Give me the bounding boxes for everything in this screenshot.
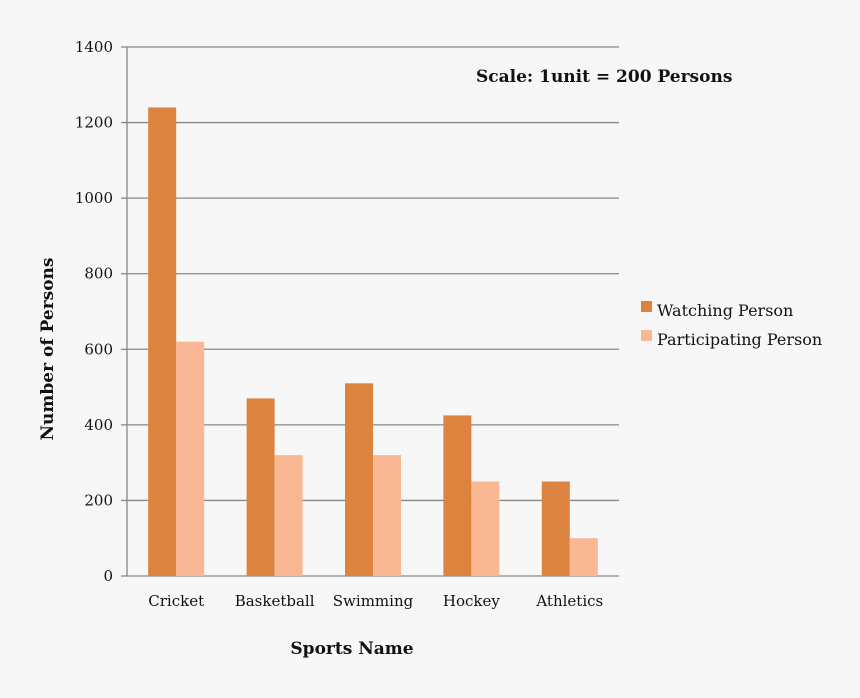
bar-basketball-watching (246, 398, 275, 576)
y-tick-label: 200 (84, 491, 113, 509)
legend-swatch (641, 330, 652, 341)
y-tick-label: 0 (103, 567, 113, 585)
scale-annotation: Scale: 1unit = 200 Persons (476, 67, 732, 87)
x-tick-label: Athletics (535, 592, 603, 610)
bar-cricket-watching (148, 107, 177, 576)
y-tick-label: 1400 (75, 38, 113, 56)
x-axis-label: Sports Name (290, 639, 413, 659)
legend-swatch (641, 301, 652, 312)
y-tick-label: 600 (84, 340, 113, 358)
bar-hockey-participating (471, 481, 500, 576)
y-axis-label: Number of Persons (38, 258, 58, 441)
y-tick-label: 400 (84, 416, 113, 434)
bar-athletics-watching (541, 481, 570, 576)
y-tick-label: 800 (84, 265, 113, 283)
y-tick-label: 1000 (75, 189, 113, 207)
bar-hockey-watching (443, 415, 472, 576)
x-tick-label: Cricket (148, 592, 204, 610)
legend-label: Watching Person (657, 301, 793, 320)
bar-basketball-participating (274, 455, 303, 576)
bar-swimming-participating (373, 455, 401, 576)
y-tick-label: 1200 (75, 114, 113, 132)
bar-athletics-participating (569, 538, 598, 576)
bar-cricket-participating (176, 341, 205, 576)
x-tick-label: Swimming (333, 592, 414, 610)
x-tick-label: Basketball (235, 592, 315, 610)
legend-label: Participating Person (657, 330, 822, 349)
x-tick-label: Hockey (443, 592, 500, 610)
bar-swimming-watching (345, 383, 373, 576)
